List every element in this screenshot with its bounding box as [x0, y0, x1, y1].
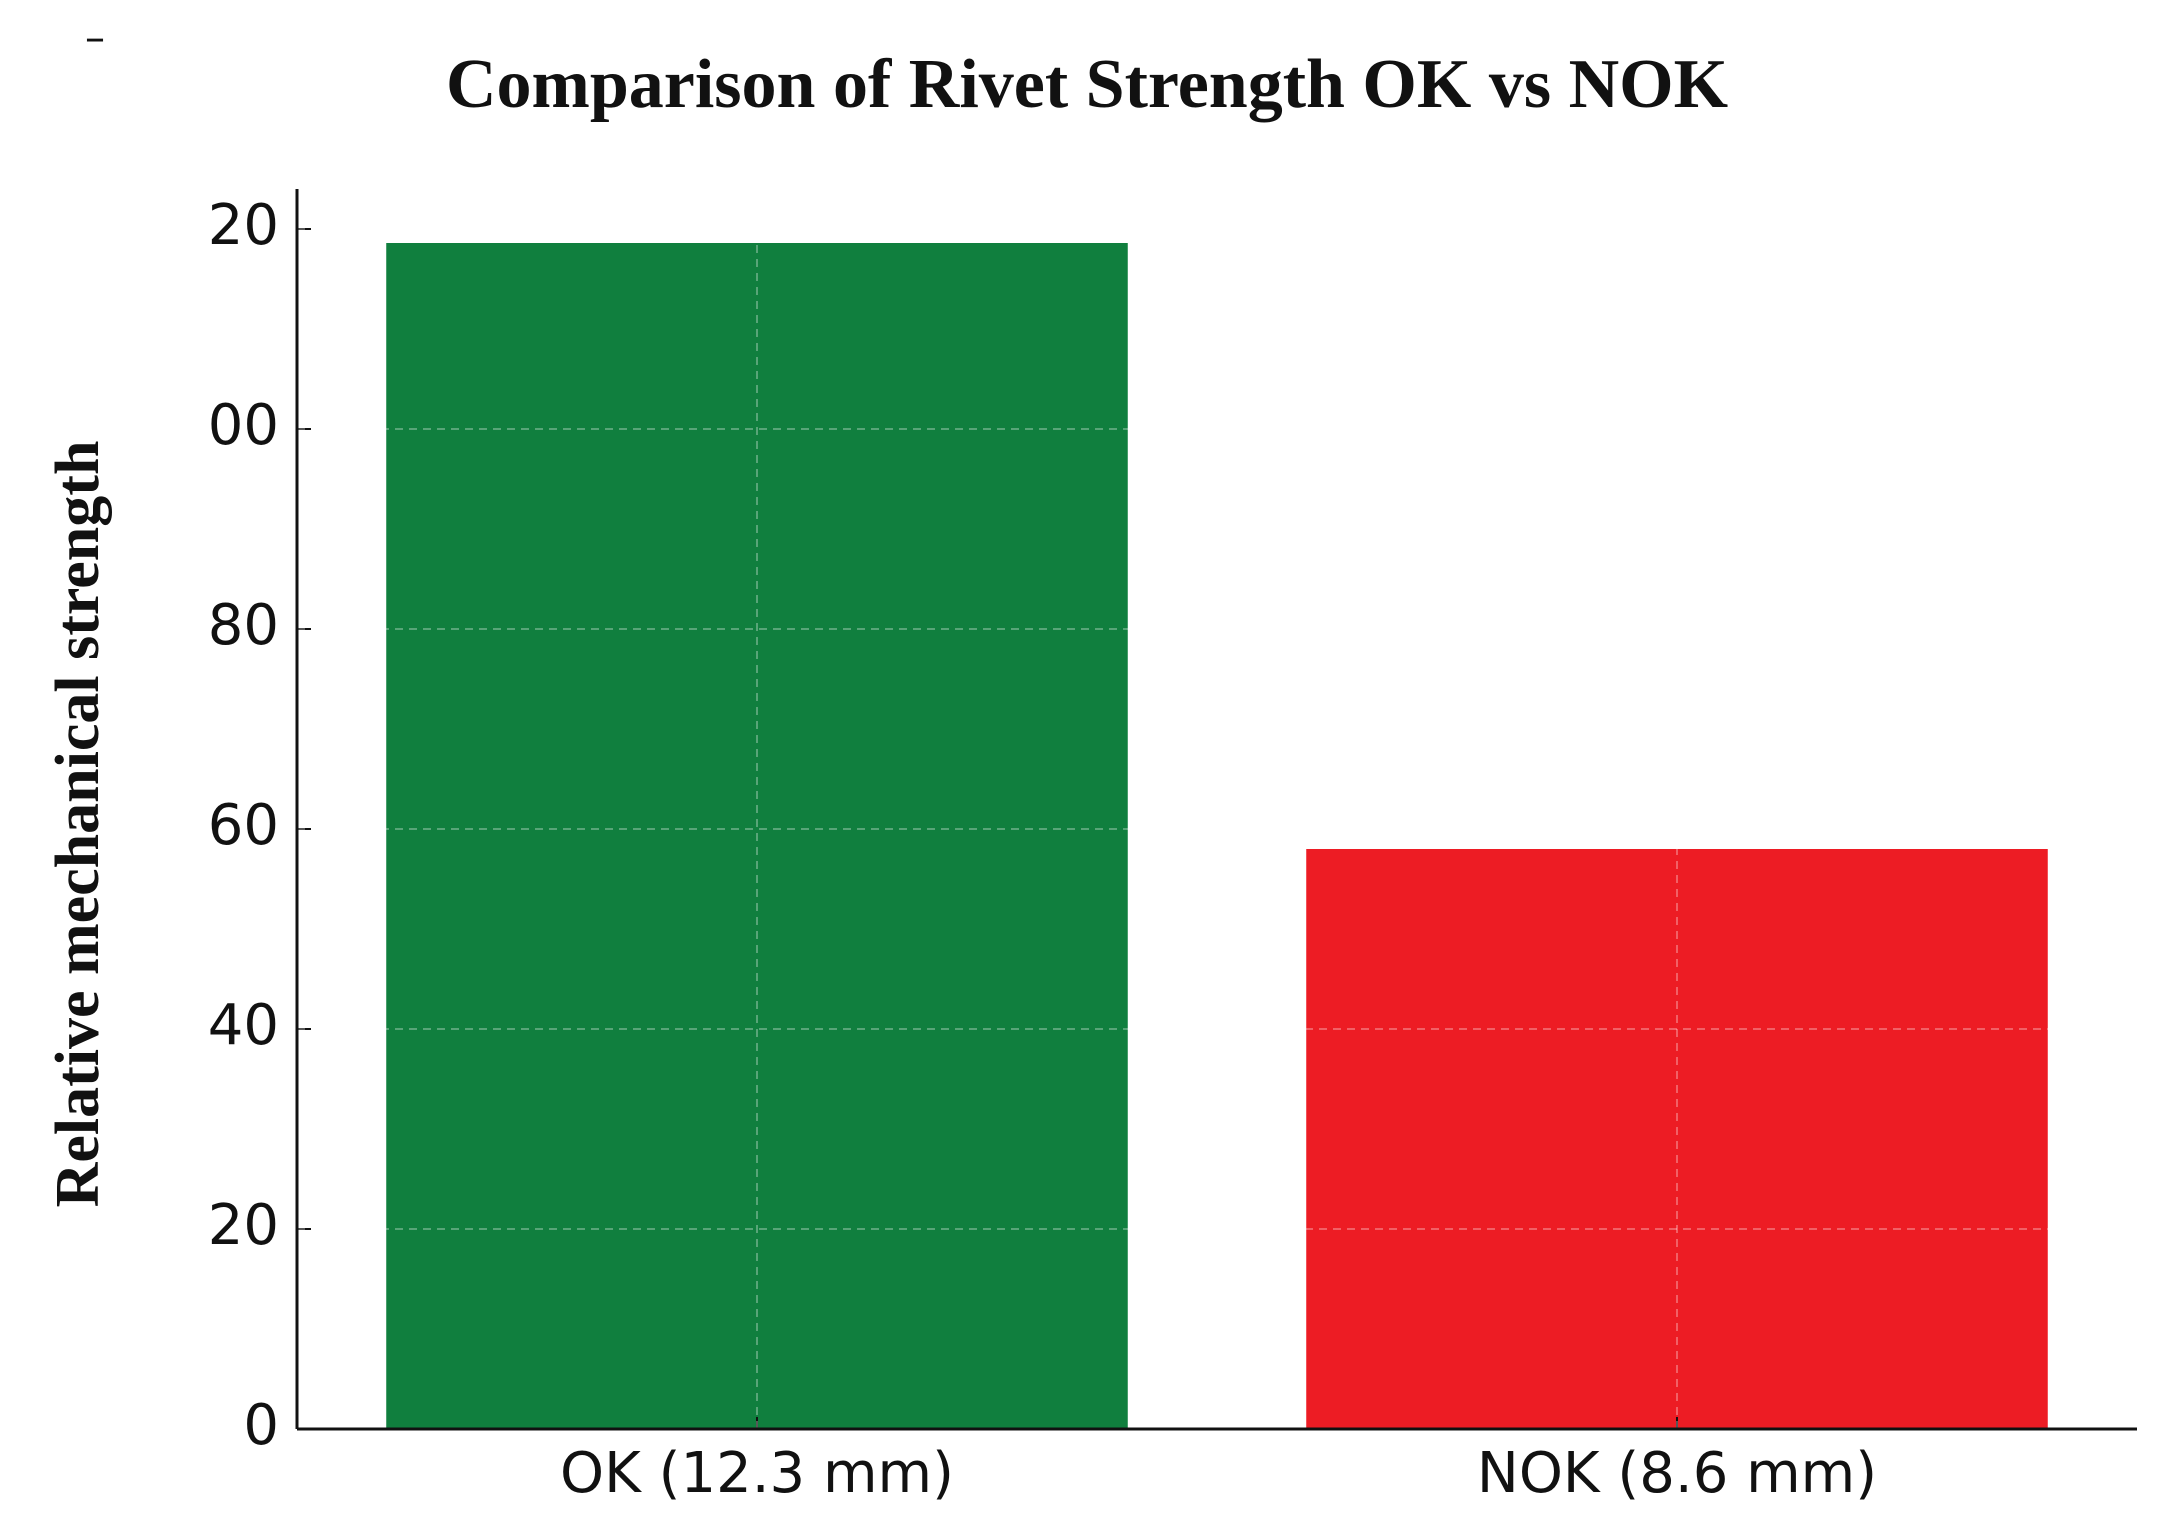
y-axis-label: Relative mechanical strength — [44, 441, 112, 1208]
y-tick-label: 0 — [243, 1393, 279, 1458]
y-tick-label: 20 — [208, 193, 279, 258]
bar — [386, 243, 1128, 1429]
y-tick-label: 80 — [208, 593, 279, 658]
y-tick-label: 60 — [208, 793, 279, 858]
x-tick-label: OK (12.3 mm) — [560, 1441, 954, 1506]
y-tick-label: 20 — [208, 1193, 279, 1258]
y-tick-label: 40 — [208, 993, 279, 1058]
y-tick-label: 00 — [208, 393, 279, 458]
chart-title: Comparison of Rivet Strength OK vs NOK — [446, 46, 1728, 123]
bar — [1306, 849, 2048, 1429]
x-tick-label: NOK (8.6 mm) — [1477, 1441, 1877, 1506]
corner-mark: – — [85, 15, 105, 61]
